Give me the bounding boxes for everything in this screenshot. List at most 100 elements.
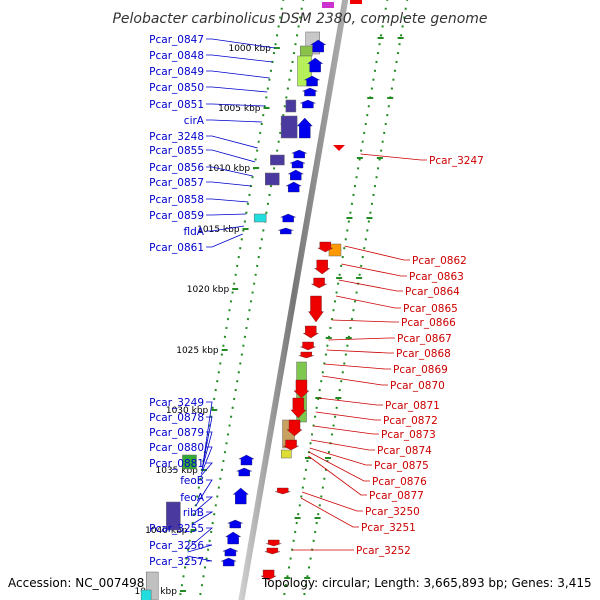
- forward-gene-arrow-2: [307, 57, 324, 73]
- gene-label-pcar-0878: Pcar_0878: [149, 412, 204, 424]
- gene-label-pcar-3247: Pcar_3247: [429, 155, 484, 167]
- forward-gene-arrow-15: [232, 487, 249, 505]
- leader-line-right-5: [335, 295, 401, 309]
- gene-label-flda: fldA: [184, 226, 205, 238]
- gene-label-pcar-0862: Pcar_0862: [412, 255, 467, 267]
- reverse-gene-arrow-small: [333, 145, 345, 151]
- gene-label-pcar-0874: Pcar_0874: [377, 445, 432, 457]
- gene-label-pcar-0876: Pcar_0876: [372, 476, 427, 488]
- feature-block-8: [253, 213, 267, 223]
- gene-label-pcar-3252: Pcar_3252: [356, 545, 411, 557]
- leader-line-right-7: [328, 337, 395, 341]
- kbp-label-8: 1035 kbp: [155, 466, 198, 476]
- leader-line-left-20: [195, 479, 213, 507]
- feature-block-7: [265, 172, 280, 186]
- top-partial-feature: [322, 2, 334, 8]
- leader-line-right-6: [331, 319, 399, 323]
- leader-line-left-13: [206, 225, 245, 232]
- label-leader-lines: [186, 38, 427, 562]
- gene-label-pcar-0881: Pcar_0881: [149, 458, 204, 470]
- leader-line-right-18: [301, 491, 363, 512]
- forward-gene-arrow-16: [227, 519, 243, 529]
- gene-label-pcar-3250: Pcar_3250: [365, 506, 420, 518]
- feature-blocks: [140, 31, 342, 600]
- leader-line-right-2: [344, 245, 410, 261]
- leader-line-left-16: [202, 416, 213, 467]
- leader-line-right-15: [309, 447, 372, 466]
- kbp-label-2: 1005 kbp: [218, 104, 261, 114]
- gene-label-pcar-3251: Pcar_3251: [361, 522, 416, 534]
- top-partial-gene: [350, 0, 362, 4]
- gene-label-pcar-0867: Pcar_0867: [397, 333, 452, 345]
- gene-label-pcar-0855: Pcar_0855: [149, 145, 204, 157]
- forward-gene-arrow-11: [280, 213, 296, 223]
- gene-label-pcar-0865: Pcar_0865: [403, 303, 458, 315]
- genome-title: Pelobacter carbinolicus DSM 2380, comple…: [112, 11, 487, 27]
- kbp-label-6: 1025 kbp: [176, 346, 219, 356]
- reverse-gene-arrow-6: [300, 341, 316, 351]
- forward-gene-arrow-1: [310, 39, 327, 53]
- leader-line-left-19: [200, 462, 213, 477]
- kbp-label-7: 1030 kbp: [166, 406, 209, 416]
- forward-gene-arrow-3: [304, 75, 320, 87]
- leader-line-left-25: [186, 555, 213, 562]
- gene-label-pcar-0863: Pcar_0863: [409, 271, 464, 283]
- forward-gene-arrow-17: [224, 531, 242, 545]
- kbp-label-9: 1040 kbp: [145, 526, 188, 536]
- leader-line-left-9: [206, 166, 253, 177]
- reverse-gene-arrow-10: [286, 419, 303, 437]
- topology-text: Topology: circular; Length: 3,665,893 bp…: [261, 576, 592, 590]
- forward-gene-arrow-19: [221, 557, 237, 567]
- leader-line-right-9: [324, 363, 391, 370]
- reverse-gene-arrow-14: [264, 547, 280, 555]
- leader-line-left-17: [201, 431, 213, 471]
- gene-label-pcar-0847: Pcar_0847: [149, 34, 204, 46]
- leader-line-right-14: [311, 439, 375, 451]
- gene-label-pcar-0857: Pcar_0857: [149, 177, 204, 189]
- kbp-label-1: 1000 kbp: [228, 44, 271, 54]
- gene-label-pcar-3257: Pcar_3257: [149, 556, 204, 568]
- gene-label-pcar-0850: Pcar_0850: [149, 82, 204, 94]
- gene-label-pcar-0880: Pcar_0880: [149, 442, 204, 454]
- gene-label-pcar-0866: Pcar_0866: [401, 317, 456, 329]
- forward-gene-arrow-5: [300, 99, 316, 109]
- feature-block-5: [280, 115, 298, 139]
- forward-gene-arrow-8: [289, 159, 306, 169]
- leader-line-left-10: [206, 181, 252, 187]
- leader-line-left-12: [206, 213, 247, 216]
- backbone-line: [238, 0, 349, 600]
- gene-label-pcar-0849: Pcar_0849: [149, 66, 204, 78]
- leader-line-right-17: [308, 455, 367, 496]
- leader-line-left-5: [206, 103, 265, 107]
- leader-line-right-13: [313, 425, 379, 435]
- gene-label-pcar-0864: Pcar_0864: [405, 286, 460, 298]
- leader-line-right-8: [326, 349, 394, 354]
- genome-backbone: [238, 0, 349, 600]
- feature-block-4: [285, 99, 297, 113]
- gene-label-pcar-0879: Pcar_0879: [149, 427, 204, 439]
- gene-label-pcar-3255: Pcar_3255: [149, 523, 204, 535]
- leader-line-right-12: [315, 411, 381, 421]
- forward-gene-arrow-7: [291, 149, 307, 159]
- gene-label-pcar-0856: Pcar_0856: [149, 162, 204, 174]
- leader-line-left-8: [206, 149, 256, 163]
- gene-label-pcar-0870: Pcar_0870: [390, 380, 445, 392]
- gene-label-feob: feoB: [180, 475, 204, 487]
- feature-block-2: [299, 45, 313, 57]
- gene-label-pcar-3256: Pcar_3256: [149, 540, 204, 552]
- feature-block-12: [182, 454, 197, 470]
- leader-line-right-11: [318, 397, 383, 406]
- leader-line-left-11: [206, 198, 249, 203]
- leader-line-left-22: [192, 511, 214, 525]
- gene-label-pcar-0859: Pcar_0859: [149, 210, 204, 222]
- leader-line-left-1: [206, 38, 275, 49]
- leader-line-left-14: [206, 233, 243, 248]
- gene-label-pcar-3248: Pcar_3248: [149, 131, 204, 143]
- gene-label-pcar-0869: Pcar_0869: [393, 364, 448, 376]
- forward-gene-arrow-9: [288, 169, 304, 181]
- reverse-gene-arrow-7: [298, 351, 314, 359]
- leader-line-right-16: [308, 451, 370, 482]
- leader-line-right-10: [322, 375, 388, 386]
- leader-line-right-1: [360, 153, 427, 161]
